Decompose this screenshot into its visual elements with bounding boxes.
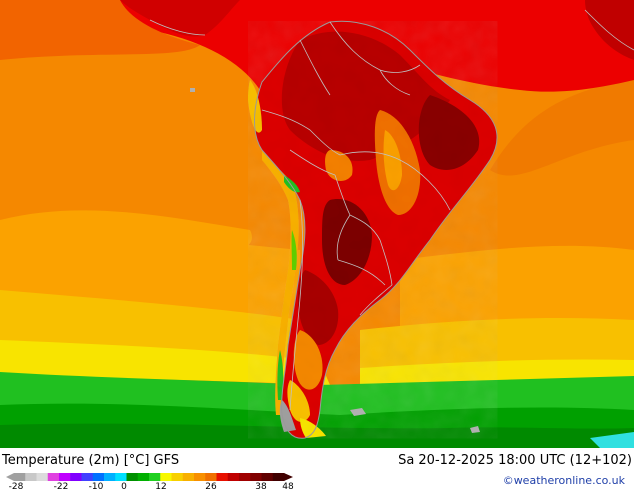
south-america: [248, 21, 498, 439]
scale-swatch: [104, 473, 116, 481]
scale-swatch: [216, 473, 229, 481]
scale-swatch: [160, 473, 172, 481]
scale-swatch: [25, 473, 37, 481]
scale-swatch: [126, 473, 139, 481]
scale-tick-label: -22: [54, 482, 69, 490]
scale-swatch: [205, 473, 217, 481]
valid-time: Sa 20-12-2025 18:00 UTC (12+102): [398, 453, 632, 468]
scale-swatch: [171, 473, 184, 481]
scale-swatch: [81, 473, 94, 481]
scale-swatch: [137, 473, 150, 481]
scale-swatch: [14, 473, 26, 481]
scale-tick-label: 12: [155, 482, 166, 490]
scale-tick-label: 48: [282, 482, 294, 490]
scale-swatch: [182, 473, 195, 481]
scale-swatch: [92, 473, 105, 481]
scale-swatch: [36, 473, 49, 481]
color-scale-legend: -28 -22 -10 0 12 26 38 48: [6, 473, 294, 490]
color-scale-ticks: -28 -22 -10 0 12 26 38 48: [9, 482, 294, 490]
scale-swatch: [149, 473, 161, 481]
scale-swatch: [272, 473, 285, 481]
scale-tick-label: 38: [255, 482, 267, 490]
map-title: Temperature (2m) [°C] GFS: [2, 453, 180, 468]
scale-tick-label: -28: [9, 482, 24, 490]
scale-swatch: [227, 473, 240, 481]
scale-tick-label: 26: [205, 482, 217, 490]
scale-swatch: [261, 473, 274, 481]
scale-swatch: [194, 473, 206, 481]
scale-swatch: [59, 473, 71, 481]
scale-arrow-right: [284, 473, 293, 481]
color-scale-bars: [6, 473, 293, 481]
scale-tick-label: -10: [89, 482, 104, 490]
scale-tick-label: 0: [121, 482, 127, 490]
map-footer: Temperature (2m) [°C] GFS Sa 20-12-2025 …: [0, 448, 634, 490]
scale-arrow-left: [6, 473, 14, 481]
scale-swatch: [250, 473, 262, 481]
islands: [190, 88, 480, 433]
central-america: [120, 0, 634, 60]
scale-swatch: [47, 473, 60, 481]
scale-swatch: [239, 473, 251, 481]
temperature-map: [0, 0, 634, 448]
scale-swatch: [70, 473, 82, 481]
scale-swatch: [115, 473, 127, 481]
credit-link[interactable]: ©weatheronline.co.uk: [502, 474, 625, 487]
country-borders: [149, 9, 634, 439]
